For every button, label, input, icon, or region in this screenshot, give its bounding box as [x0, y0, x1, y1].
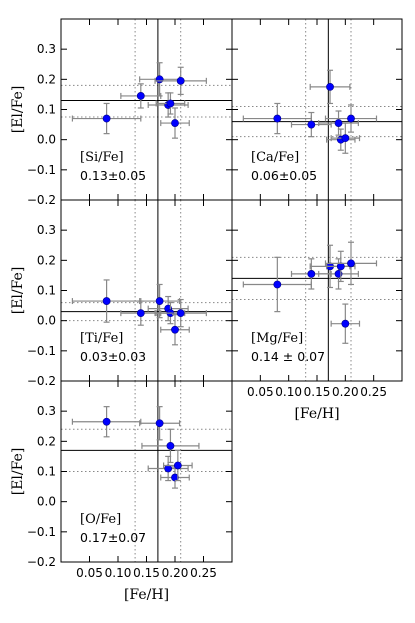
- data-point: [102, 297, 111, 305]
- data-point: [347, 259, 355, 268]
- data-point: [307, 120, 316, 129]
- data-point: [307, 270, 316, 278]
- data-point: [171, 325, 179, 334]
- data-point: [136, 309, 145, 318]
- y-tick-label: 0.3: [37, 42, 56, 56]
- data-point: [155, 419, 164, 428]
- x-tick-label: 0.15: [304, 385, 331, 399]
- panel-element-label: [O/Fe]: [80, 512, 121, 527]
- data-point: [102, 417, 111, 426]
- data-point: [102, 114, 111, 123]
- x-tick-label: 0.25: [190, 566, 217, 580]
- panel-value-label: 0.06±0.05: [251, 168, 317, 183]
- panel-value-label: 0.14 ± 0.07: [251, 349, 325, 364]
- data-point: [166, 99, 175, 108]
- data-point: [334, 119, 343, 127]
- y-tick-label: −0.1: [27, 525, 56, 539]
- data-point: [171, 119, 179, 127]
- data-point: [341, 134, 350, 143]
- data-point: [155, 297, 164, 305]
- x-axis-label: [Fe/H]: [294, 406, 339, 422]
- panel-value-label: 0.13±0.05: [80, 168, 146, 183]
- y-tick-label: −0.1: [27, 163, 56, 177]
- panel-value-label: 0.17±0.07: [80, 530, 146, 545]
- panel-element-label: [Ca/Fe]: [251, 150, 299, 165]
- x-tick-label: 0.20: [332, 385, 359, 399]
- x-tick-label: 0.05: [76, 566, 103, 580]
- x-tick-label: 0.10: [275, 385, 302, 399]
- panel-value-label: 0.03±0.03: [80, 349, 146, 364]
- panel-ofe: −0.2−0.10.00.10.20.3[El/Fe]0.05 0.10 0.15 0…: [10, 380, 233, 603]
- data-point: [341, 319, 350, 328]
- y-tick-label: −0.2: [27, 193, 56, 207]
- data-point: [136, 92, 145, 100]
- y-tick-label: −0.1: [27, 344, 56, 358]
- panel-element-label: [Si/Fe]: [80, 150, 124, 165]
- x-tick-label: 0.10: [105, 566, 132, 580]
- y-tick-label: 0.0: [37, 495, 56, 509]
- data-point: [173, 461, 182, 470]
- y-tick-label: 0.1: [37, 465, 56, 479]
- panel-sife: −0.2 −0.1 0.0 0.1 0.2 0.3 [El/Fe] [Si/Fe] 0.13±0…: [10, 18, 233, 207]
- data-point: [326, 82, 334, 91]
- data-point: [155, 75, 164, 84]
- x-axis-label: [Fe/H]: [124, 587, 169, 603]
- y-tick-label: 0.2: [37, 72, 56, 86]
- y-tick-label: −0.2: [27, 374, 56, 388]
- y-axis-label: [El/Fe]: [10, 86, 26, 134]
- panels-layer: −0.2 −0.1 0.0 0.1 0.2 0.3 [El/Fe] [Si/Fe] 0.13±0…: [10, 18, 403, 603]
- y-tick-label: 0.1: [37, 103, 56, 117]
- panel-cafe: [Ca/Fe] 0.06±0.05: [231, 18, 403, 201]
- panel-tife: −0.2 −0.1 0.0 0.1 0.2 0.3 [El/Fe] [Ti/Fe] 0.03±0…: [10, 199, 233, 388]
- y-tick-label: 0.0: [37, 133, 56, 147]
- y-tick-label: 0.3: [37, 223, 56, 237]
- y-tick-label: 0.3: [37, 404, 56, 418]
- x-tick-label: 0.05: [247, 385, 274, 399]
- data-point: [273, 280, 282, 289]
- y-axis-label: [El/Fe]: [10, 267, 26, 315]
- y-axis-label: [El/Fe]: [10, 448, 26, 496]
- panel-element-label: [Ti/Fe]: [80, 331, 123, 346]
- data-point: [166, 441, 175, 450]
- x-tick-label: 0.15: [133, 566, 160, 580]
- panel-mgfe: 0.05 0.10 0.15 0.20 0.25 [Fe/H] [Mg/Fe] 0.14 ± …: [231, 199, 403, 422]
- data-point: [347, 114, 355, 123]
- data-point: [176, 76, 185, 85]
- y-tick-label: 0.1: [37, 284, 56, 298]
- x-tick-label: 0.25: [360, 385, 387, 399]
- panel-element-label: [Mg/Fe]: [251, 331, 303, 346]
- y-tick-label: 0.2: [37, 434, 56, 448]
- data-point: [176, 309, 185, 318]
- data-point: [273, 114, 282, 123]
- y-tick-label: 0.0: [37, 314, 56, 328]
- y-tick-label: −0.2: [27, 555, 56, 569]
- x-tick-label: 0.20: [162, 566, 189, 580]
- y-tick-label: 0.2: [37, 253, 56, 267]
